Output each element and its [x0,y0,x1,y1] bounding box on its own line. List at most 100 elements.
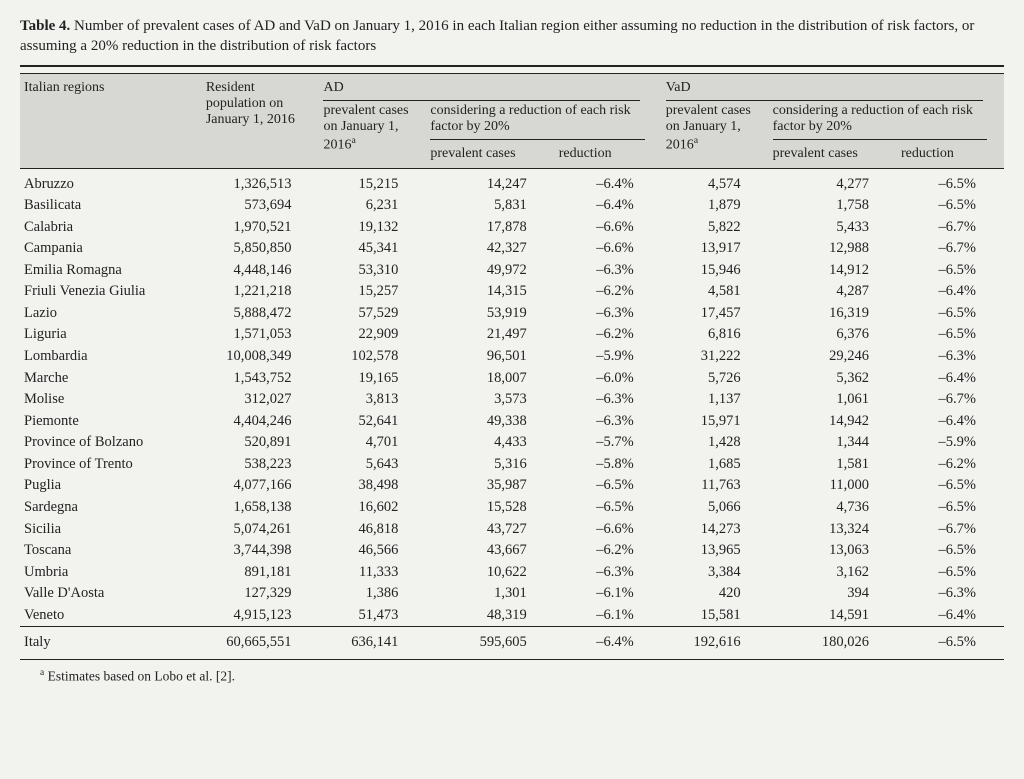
table-row: Puglia4,077,16638,49835,987–6.5%11,76311… [20,475,1004,497]
cell-ad-reduced-prevalent: 14,247 [426,168,554,195]
header-ad-prevalent-text: prevalent cases on January 1, 2016 [323,103,408,153]
cell-vad-reduction: –5.9% [897,432,1004,454]
header-ad-reduction-text: considering a reduction of each risk fac… [430,103,630,134]
cell-ad-reduced-prevalent: 53,919 [426,303,554,325]
table-row: Friuli Venezia Giulia1,221,21815,25714,3… [20,281,1004,303]
header-group-vad: VaD [662,73,1004,103]
cell-ad-prevalent: 15,215 [319,168,426,195]
cell-ad-reduced-prevalent: 5,831 [426,195,554,217]
cell-ad-prevalent: 11,333 [319,562,426,584]
cell-vad-prevalent: 31,222 [662,346,769,368]
table-row: Sardegna1,658,13816,60215,528–6.5%5,0664… [20,497,1004,519]
cell-region: Italy [20,627,202,660]
cell-population: 5,850,850 [202,238,320,260]
cell-ad-reduction: –6.4% [555,627,662,660]
table-row: Sicilia5,074,26146,81843,727–6.6%14,2731… [20,519,1004,541]
cell-vad-reduced-prevalent: 1,581 [769,454,897,476]
cell-ad-reduced-prevalent: 21,497 [426,324,554,346]
table-row: Lombardia10,008,349102,57896,501–5.9%31,… [20,346,1004,368]
cell-ad-reduced-prevalent: 18,007 [426,368,554,390]
cell-ad-prevalent: 51,473 [319,605,426,627]
cell-vad-reduction: –6.4% [897,368,1004,390]
cell-region: Campania [20,238,202,260]
cell-vad-prevalent: 420 [662,583,769,605]
cell-ad-prevalent: 57,529 [319,303,426,325]
cell-vad-prevalent: 1,685 [662,454,769,476]
cell-vad-reduction: –6.5% [897,303,1004,325]
table-row: Veneto4,915,12351,47348,319–6.1%15,58114… [20,605,1004,627]
cell-ad-prevalent: 1,386 [319,583,426,605]
cell-ad-reduced-prevalent: 48,319 [426,605,554,627]
cell-vad-reduced-prevalent: 3,162 [769,562,897,584]
cell-vad-reduction: –6.3% [897,346,1004,368]
cell-ad-reduction: –6.4% [555,168,662,195]
cell-population: 5,888,472 [202,303,320,325]
header-vad-sub-prevalent: prevalent cases [769,146,897,169]
cell-vad-reduced-prevalent: 12,988 [769,238,897,260]
table-row: Campania5,850,85045,34142,327–6.6%13,917… [20,238,1004,260]
cell-ad-reduced-prevalent: 3,573 [426,389,554,411]
cell-ad-reduction: –6.5% [555,497,662,519]
cell-vad-prevalent: 13,917 [662,238,769,260]
cell-region: Lombardia [20,346,202,368]
cell-region: Calabria [20,217,202,239]
cell-ad-reduced-prevalent: 15,528 [426,497,554,519]
cell-vad-prevalent: 14,273 [662,519,769,541]
cell-ad-reduction: –6.1% [555,583,662,605]
table-body: Abruzzo1,326,51315,21514,247–6.4%4,5744,… [20,168,1004,659]
cell-population: 891,181 [202,562,320,584]
cell-vad-reduction: –6.5% [897,195,1004,217]
cell-vad-reduction: –6.5% [897,627,1004,660]
cell-population: 4,448,146 [202,260,320,282]
cell-vad-prevalent: 17,457 [662,303,769,325]
cell-vad-prevalent: 5,066 [662,497,769,519]
cell-ad-reduction: –6.3% [555,389,662,411]
table-row: Italy60,665,551636,141595,605–6.4%192,61… [20,627,1004,660]
table-caption-label: Table 4. [20,18,70,34]
cell-region: Valle D'Aosta [20,583,202,605]
cell-ad-reduced-prevalent: 14,315 [426,281,554,303]
cell-population: 4,404,246 [202,411,320,433]
cell-population: 520,891 [202,432,320,454]
table-row: Toscana3,744,39846,56643,667–6.2%13,9651… [20,540,1004,562]
cell-ad-prevalent: 19,132 [319,217,426,239]
table-row: Piemonte4,404,24652,64149,338–6.3%15,971… [20,411,1004,433]
cell-vad-reduction: –6.5% [897,260,1004,282]
header-ad-footnote-marker: a [351,135,355,146]
table-row: Valle D'Aosta127,3291,3861,301–6.1%42039… [20,583,1004,605]
data-table: Italian regions Resident population on J… [20,73,1004,689]
cell-ad-reduction: –6.6% [555,217,662,239]
cell-vad-reduction: –6.5% [897,497,1004,519]
cell-ad-prevalent: 52,641 [319,411,426,433]
cell-vad-reduction: –6.7% [897,519,1004,541]
cell-ad-reduction: –6.2% [555,324,662,346]
cell-vad-reduced-prevalent: 1,758 [769,195,897,217]
cell-ad-reduced-prevalent: 4,433 [426,432,554,454]
cell-region: Liguria [20,324,202,346]
cell-ad-reduction: –6.1% [555,605,662,627]
table-footnote: a Estimates based on Lobo et al. [2]. [20,659,1004,688]
cell-vad-reduced-prevalent: 11,000 [769,475,897,497]
cell-region: Province of Trento [20,454,202,476]
cell-vad-reduced-prevalent: 180,026 [769,627,897,660]
cell-vad-reduction: –6.5% [897,540,1004,562]
cell-ad-reduction: –6.6% [555,238,662,260]
cell-population: 1,543,752 [202,368,320,390]
table-caption-text: Number of prevalent cases of AD and VaD … [20,18,974,54]
cell-region: Friuli Venezia Giulia [20,281,202,303]
table-row: Abruzzo1,326,51315,21514,247–6.4%4,5744,… [20,168,1004,195]
table-row: Province of Trento538,2235,6435,316–5.8%… [20,454,1004,476]
cell-ad-reduction: –5.7% [555,432,662,454]
cell-ad-prevalent: 19,165 [319,368,426,390]
cell-population: 4,915,123 [202,605,320,627]
cell-ad-reduction: –6.3% [555,260,662,282]
header-vad-reduction-group: considering a reduction of each risk fac… [769,103,1004,146]
cell-ad-reduced-prevalent: 5,316 [426,454,554,476]
cell-ad-reduced-prevalent: 49,338 [426,411,554,433]
header-ad-sub-prevalent: prevalent cases [426,146,554,169]
cell-population: 3,744,398 [202,540,320,562]
header-vad-prevalent-text: prevalent cases on January 1, 2016 [666,103,751,153]
cell-vad-prevalent: 192,616 [662,627,769,660]
cell-ad-reduction: –6.2% [555,540,662,562]
cell-ad-reduction: –6.3% [555,411,662,433]
